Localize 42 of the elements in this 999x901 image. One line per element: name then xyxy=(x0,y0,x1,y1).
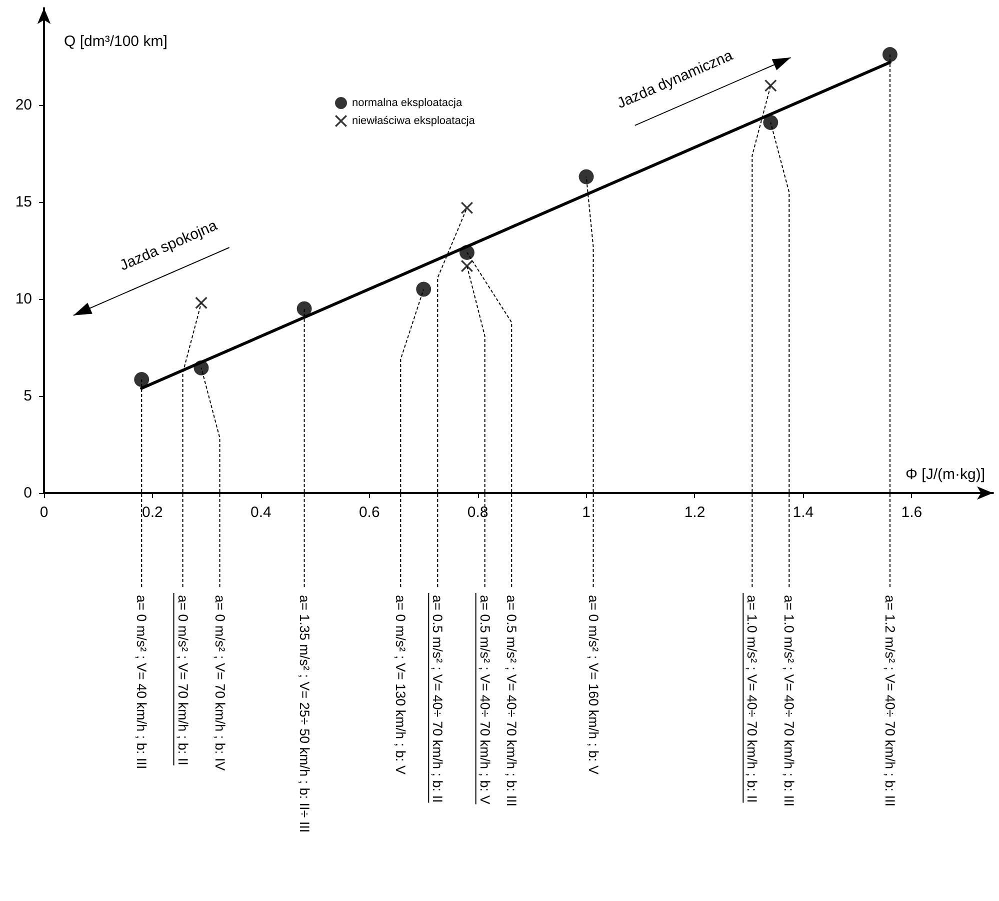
annotation: a= 0.5 m/s² ; V= 40÷ 70 km/h ; b: V xyxy=(477,595,492,804)
y-tick-label: 20 xyxy=(15,96,32,114)
x-tick-label: 1.2 xyxy=(684,504,706,521)
annotation: a= 0 m/s² ; V= 160 km/h ; b: V xyxy=(586,595,601,774)
x-tick-label: 0.4 xyxy=(250,504,272,521)
legend-label: normalna eksploatacja xyxy=(352,97,463,109)
annotation: a= 0.5 m/s² ; V= 40÷ 70 km/h ; b: III xyxy=(504,595,520,807)
annotation: a= 0 m/s² ; V= 40 km/h ; b: III xyxy=(134,595,150,770)
x-axis-title: Φ [J/(m·kg)] xyxy=(906,466,985,483)
point xyxy=(763,114,778,130)
y-tick-label: 10 xyxy=(15,290,32,308)
legend-label: niewłaściwa eksploatacja xyxy=(352,115,476,127)
annotation: a= 0.5 m/s² ; V= 40÷ 70 km/h ; b: II xyxy=(430,595,446,803)
x-tick-label: 0.2 xyxy=(142,504,163,521)
annotation: a= 1.0 m/s² ; V= 40÷ 70 km/h ; b: II xyxy=(744,595,760,803)
point xyxy=(460,244,474,260)
point xyxy=(764,80,777,92)
annotation: a= 0 m/s² ; V= 130 km/h ; b: V xyxy=(393,595,408,774)
point xyxy=(416,282,432,297)
annotation: a= 1.35 m/s² ; V= 25÷ 50 km/h ; b: II÷ III xyxy=(296,595,312,833)
y-tick-label: 15 xyxy=(15,194,32,210)
point xyxy=(460,260,473,272)
x-tick-label: 0.8 xyxy=(467,504,488,521)
annotation: a= 0 m/s² ; V= 70 km/h ; b: II xyxy=(175,595,190,766)
y-tick-label: 0 xyxy=(24,484,32,502)
x-tick-label: 0.6 xyxy=(358,504,380,521)
point xyxy=(882,47,898,62)
point xyxy=(195,296,208,309)
point xyxy=(296,301,312,316)
y-axis-title: Q [dm³/100 km] xyxy=(64,33,168,50)
point xyxy=(578,169,594,184)
x-tick-label: 0 xyxy=(40,504,48,521)
x-tick-label: 1.4 xyxy=(792,504,814,521)
annotation: a= 1.2 m/s² ; V= 40÷ 70 km/h ; b: III xyxy=(882,595,898,807)
point xyxy=(134,372,150,388)
annotation: a= 0 m/s² ; V= 70 km/h ; b: IV xyxy=(212,595,228,771)
x-tick-label: 1 xyxy=(582,504,590,521)
point xyxy=(460,202,473,214)
point xyxy=(194,360,209,376)
x-tick-label: 1.6 xyxy=(901,504,922,521)
annotation: a= 1.0 m/s² ; V= 40÷ 70 km/h ; b: III xyxy=(782,595,797,807)
y-tick-label: 5 xyxy=(24,388,32,404)
